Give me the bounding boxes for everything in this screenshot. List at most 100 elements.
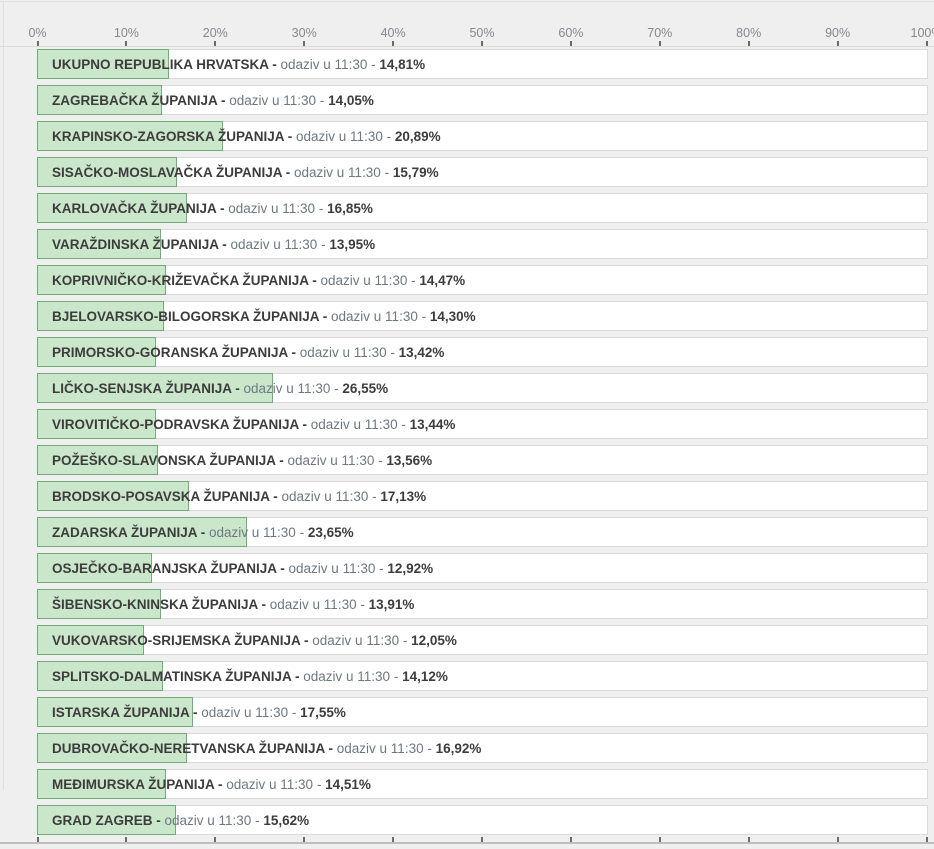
bar-row: OSJEČKO-BARANJSKA ŽUPANIJA - odaziv u 11…: [37, 553, 928, 583]
bar-row: BRODSKO-POSAVSKA ŽUPANIJA - odaziv u 11:…: [37, 481, 928, 511]
axis-tick: [658, 837, 661, 843]
turnout-value: 12,05%: [411, 632, 457, 648]
bar-row: UKUPNO REPUBLIKA HRVATSKA - odaziv u 11:…: [37, 49, 928, 79]
turnout-time-text: odaziv u 11:30 -: [288, 560, 388, 576]
bar-row: LIČKO-SENJSKA ŽUPANIJA - odaziv u 11:30 …: [37, 373, 928, 403]
turnout-time-text: odaziv u 11:30 -: [310, 416, 410, 432]
turnout-time-text: odaziv u 11:30 -: [281, 488, 381, 504]
turnout-value: 17,55%: [300, 704, 346, 720]
axis-tick: [125, 41, 128, 47]
county-name: LIČKO-SENJSKA ŽUPANIJA -: [52, 380, 244, 396]
county-name: VARAŽDINSKA ŽUPANIJA -: [52, 236, 231, 252]
county-name: DUBROVAČKO-NERETVANSKA ŽUPANIJA -: [52, 740, 337, 756]
county-name: VUKOVARSKO-SRIJEMSKA ŽUPANIJA -: [52, 632, 313, 648]
turnout-value: 13,91%: [368, 596, 415, 612]
top-axis-line: [0, 46, 934, 47]
turnout-bar: [37, 373, 274, 403]
turnout-value: 13,44%: [409, 416, 456, 432]
axis-tick: [481, 837, 483, 843]
bar-row: SISAČKO-MOSLAVAČKA ŽUPANIJA - odaziv u 1…: [37, 157, 928, 187]
axis-label: 80%: [736, 26, 762, 40]
axis-label: 70%: [647, 26, 673, 40]
turnout-value: 14,81%: [379, 56, 426, 72]
turnout-time-text: odaziv u 11:30 -: [312, 632, 412, 648]
turnout-bar: [37, 49, 169, 79]
turnout-time-text: odaziv u 11:30 -: [269, 596, 369, 612]
axis-tick: [214, 837, 217, 843]
bottom-axis-line: [0, 842, 934, 844]
row-label: ZADARSKA ŽUPANIJA - odaziv u 11:30 - 23,…: [38, 518, 927, 546]
bar-row: POŽEŠKO-SLAVONSKA ŽUPANIJA - odaziv u 11…: [37, 445, 928, 475]
turnout-time-text: odaziv u 11:30 -: [226, 776, 326, 792]
turnout-value: 14,05%: [328, 92, 374, 108]
turnout-value: 12,92%: [387, 560, 434, 576]
axis-tick: [925, 41, 928, 47]
turnout-time-text: odaziv u 11:30 -: [299, 344, 399, 360]
bar-row: VARAŽDINSKA ŽUPANIJA - odaziv u 11:30 - …: [37, 229, 928, 259]
bar-row: KOPRIVNIČKO-KRIŽEVAČKA ŽUPANIJA - odaziv…: [37, 265, 928, 295]
county-name: KOPRIVNIČKO-KRIŽEVAČKA ŽUPANIJA -: [52, 272, 321, 288]
turnout-bar: [37, 409, 157, 439]
turnout-time-text: odaziv u 11:30 -: [229, 92, 329, 108]
turnout-bar: [37, 445, 158, 475]
county-name: BJELOVARSKO-BILOGORSKA ŽUPANIJA -: [52, 308, 332, 324]
axis-tick: [36, 41, 39, 47]
axis-label: 10%: [113, 26, 139, 40]
axis-tick: [303, 837, 306, 843]
bar-row: BJELOVARSKO-BILOGORSKA ŽUPANIJA - odaziv…: [37, 301, 928, 331]
turnout-time-text: odaziv u 11:30 -: [320, 272, 420, 288]
turnout-bar: [37, 229, 161, 259]
turnout-bar: [37, 733, 188, 763]
top-border-line: [0, 1, 934, 2]
row-label: VUKOVARSKO-SRIJEMSKA ŽUPANIJA - odaziv u…: [38, 626, 927, 654]
turnout-bar: [37, 661, 163, 691]
axis-label: 20%: [202, 26, 228, 40]
turnout-time-text: odaziv u 11:30 -: [201, 704, 301, 720]
turnout-time-text: odaziv u 11:30 -: [228, 200, 328, 216]
county-name: SISAČKO-MOSLAVAČKA ŽUPANIJA -: [52, 164, 294, 180]
county-name: ŠIBENSKO-KNINSKA ŽUPANIJA -: [52, 596, 270, 612]
bar-row: DUBROVAČKO-NERETVANSKA ŽUPANIJA - odaziv…: [37, 733, 928, 763]
turnout-value: 14,51%: [325, 776, 371, 792]
turnout-bar: [37, 337, 157, 367]
axis-tick: [303, 41, 306, 47]
county-name: UKUPNO REPUBLIKA HRVATSKA -: [52, 56, 281, 72]
turnout-bar: [37, 769, 166, 799]
bar-row: VIROVITIČKO-PODRAVSKA ŽUPANIJA - odaziv …: [37, 409, 928, 439]
row-label: KOPRIVNIČKO-KRIŽEVAČKA ŽUPANIJA - odaziv…: [38, 266, 927, 294]
axis-tick: [658, 41, 661, 47]
axis-tick: [481, 41, 483, 47]
county-name: POŽEŠKO-SLAVONSKA ŽUPANIJA -: [52, 452, 288, 468]
row-label: MEĐIMURSKA ŽUPANIJA - odaziv u 11:30 - 1…: [38, 770, 927, 798]
turnout-time-text: odaziv u 11:30 -: [230, 236, 330, 252]
axis-tick: [836, 41, 839, 47]
turnout-value: 20,89%: [394, 128, 441, 144]
axis-tick: [747, 41, 750, 47]
county-name: GRAD ZAGREB -: [52, 812, 165, 828]
bar-row: ZAGREBAČKA ŽUPANIJA - odaziv u 11:30 - 1…: [37, 85, 928, 115]
turnout-time-text: odaziv u 11:30 -: [164, 812, 264, 828]
row-label: DUBROVAČKO-NERETVANSKA ŽUPANIJA - odaziv…: [38, 734, 927, 762]
axis-tick: [836, 837, 839, 843]
axis-tick: [125, 837, 128, 843]
turnout-value: 13,56%: [386, 452, 433, 468]
axis-label: 50%: [469, 26, 495, 40]
turnout-value: 16,85%: [327, 200, 373, 216]
turnout-time-text: odaziv u 11:30 -: [280, 56, 380, 72]
rows-container: UKUPNO REPUBLIKA HRVATSKA - odaziv u 11:…: [37, 49, 928, 841]
turnout-time-text: odaziv u 11:30 -: [209, 524, 308, 540]
county-name: MEĐIMURSKA ŽUPANIJA -: [52, 776, 227, 792]
row-label: VIROVITIČKO-PODRAVSKA ŽUPANIJA - odaziv …: [38, 410, 927, 438]
turnout-value: 14,47%: [419, 272, 466, 288]
row-label: BJELOVARSKO-BILOGORSKA ŽUPANIJA - odaziv…: [38, 302, 927, 330]
bar-row: ISTARSKA ŽUPANIJA - odaziv u 11:30 - 17,…: [37, 697, 928, 727]
turnout-bar: [37, 121, 223, 151]
axis-label: 90%: [825, 26, 851, 40]
turnout-time-text: odaziv u 11:30 -: [287, 452, 387, 468]
turnout-value: 14,30%: [429, 308, 476, 324]
turnout-bar: [37, 517, 248, 547]
bar-row: PRIMORSKO-GORANSKA ŽUPANIJA - odaziv u 1…: [37, 337, 928, 367]
turnout-value: 13,42%: [398, 344, 445, 360]
row-label: SISAČKO-MOSLAVAČKA ŽUPANIJA - odaziv u 1…: [38, 158, 927, 186]
row-label: BRODSKO-POSAVSKA ŽUPANIJA - odaziv u 11:…: [38, 482, 927, 510]
